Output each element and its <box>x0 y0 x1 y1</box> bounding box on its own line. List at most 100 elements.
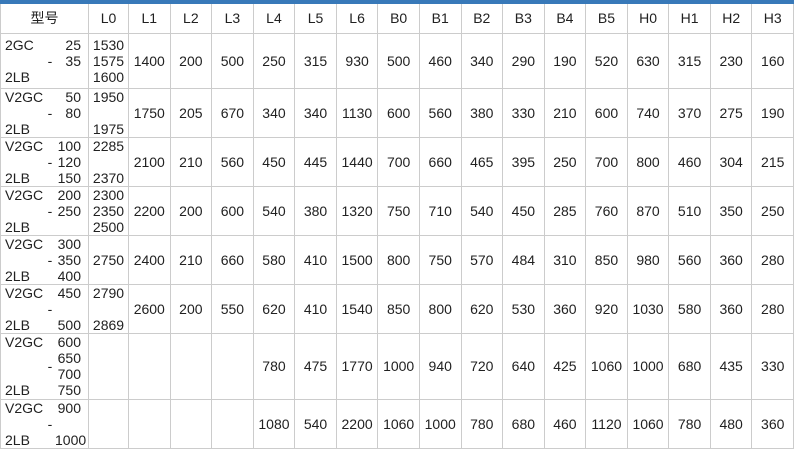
value-cell: 2200 <box>335 398 379 449</box>
value-cell: 750 <box>418 234 462 285</box>
value-cell: 210 <box>169 234 213 285</box>
value-cell: 640 <box>502 332 545 400</box>
model-line: 2LB 500 <box>2 317 88 333</box>
model-line: 2LB 400 <box>2 267 88 284</box>
model-lines: V2GC 300-350 2LB 400 <box>2 236 88 284</box>
model-number: 450 <box>57 284 81 301</box>
l0-value: 1975 <box>92 120 125 137</box>
l0-cell: 2790 2869 <box>88 283 129 334</box>
value-cell: 310 <box>543 234 587 285</box>
col-header-B2: B2 <box>460 4 504 34</box>
l0-value <box>90 416 128 432</box>
range-dash: - <box>47 202 53 219</box>
l0-lines <box>90 334 128 398</box>
range-dash: - <box>47 415 53 432</box>
table-body: 2GC 25-35 2LB 1530 1575 1600 1400 200 500 250 315 9… <box>0 32 794 449</box>
model-name: 2LB <box>5 267 30 284</box>
model-line: V2GC 200 <box>2 186 88 203</box>
model-line: 2GC 25 <box>2 37 88 53</box>
model-name: 2LB <box>5 382 30 398</box>
table-header: 型号 L0 L1 L2 L3 L4 L5 L6 B0 B1 B2 B3 B4 B5 H0 H1 H2 H3 <box>0 4 794 34</box>
value-cell: 190 <box>543 32 587 89</box>
l0-lines: 2790 2869 <box>90 285 128 333</box>
value-cell: 660 <box>211 234 254 285</box>
value-cell: 340 <box>252 87 296 138</box>
model-line: V2GC 900 <box>2 399 88 416</box>
model-number: 120 <box>57 153 81 170</box>
col-header-H1: H1 <box>668 4 711 34</box>
table-row: V2GC 100-120 2LB 150 2285 2370 2100 210 560 450 44… <box>0 136 794 187</box>
model-cell: V2GC 600 650-700 2LB 750 <box>0 332 89 400</box>
value-cell: 780 <box>460 398 504 449</box>
range-dash: - <box>47 104 53 121</box>
l0-value: 2750 <box>92 251 125 268</box>
model-line: -250 <box>2 202 88 219</box>
model-line: - <box>2 415 88 432</box>
col-header-L4: L4 <box>252 4 296 34</box>
l0-value: 1530 <box>92 36 125 53</box>
range-dash: - <box>47 300 53 317</box>
model-line: 2LB <box>2 218 88 235</box>
value-cell: 670 <box>211 87 254 138</box>
value-cell: 680 <box>668 332 711 400</box>
value-cell: 315 <box>668 32 711 89</box>
value-cell: 200 <box>169 283 213 334</box>
value-cell: 285 <box>543 185 587 236</box>
value-cell: 340 <box>460 32 504 89</box>
value-cell: 250 <box>751 185 794 236</box>
model-cell: V2GC 300-350 2LB 400 <box>0 234 89 285</box>
model-number: 350 <box>57 251 81 268</box>
model-number: 200 <box>57 186 81 203</box>
value-cell: 210 <box>543 87 587 138</box>
value-cell: 940 <box>418 332 462 400</box>
value-cell: 475 <box>294 332 337 400</box>
value-cell <box>128 332 171 400</box>
model-lines: V2GC 450-2LB 500 <box>2 284 88 333</box>
l0-value: 2869 <box>92 316 125 333</box>
value-cell: 250 <box>252 32 296 89</box>
model-lines: V2GC 600 650-700 2LB 750 <box>2 334 88 398</box>
value-cell <box>169 398 213 449</box>
col-header-B4: B4 <box>543 4 587 34</box>
model-number: 900 <box>57 399 81 416</box>
l0-lines: 1530 1575 1600 <box>90 36 128 85</box>
model-lines: V2GC 900-2LB 1000 <box>2 399 88 447</box>
value-cell: 395 <box>502 136 545 187</box>
l0-value <box>90 268 128 284</box>
value-cell: 760 <box>585 185 628 236</box>
l0-lines <box>90 400 128 447</box>
model-line: -700 <box>2 358 88 382</box>
col-header-L5: L5 <box>294 4 337 34</box>
value-cell: 1060 <box>626 398 670 449</box>
model-line: - <box>2 300 88 317</box>
value-cell: 560 <box>418 87 462 138</box>
value-cell: 750 <box>377 185 420 236</box>
value-cell: 205 <box>169 87 213 138</box>
l0-value: 2285 <box>92 137 125 154</box>
value-cell: 465 <box>460 136 504 187</box>
value-cell: 550 <box>211 283 254 334</box>
model-number: 750 <box>57 382 81 398</box>
col-header-H3: H3 <box>751 4 794 34</box>
value-cell: 380 <box>460 87 504 138</box>
model-number: 35 <box>65 52 81 69</box>
value-cell: 360 <box>543 283 587 334</box>
value-cell: 620 <box>460 283 504 334</box>
value-cell: 280 <box>751 283 794 334</box>
l0-lines: 2300 2350 2500 <box>90 187 128 234</box>
model-name: 2LB <box>5 120 30 137</box>
value-cell: 1060 <box>377 398 420 449</box>
value-cell: 600 <box>211 185 254 236</box>
model-lines: 2GC 25-35 2LB <box>2 37 88 85</box>
value-cell: 410 <box>294 283 337 334</box>
value-cell: 370 <box>668 87 711 138</box>
col-header-L2: L2 <box>169 4 213 34</box>
value-cell: 600 <box>377 87 420 138</box>
value-cell: 920 <box>585 283 628 334</box>
value-cell: 1080 <box>252 398 296 449</box>
col-header-L6: L6 <box>335 4 379 34</box>
l0-lines: 2750 <box>90 236 128 284</box>
model-name: V2GC <box>5 137 44 154</box>
model-name: 2LB <box>5 218 30 235</box>
value-cell: 1440 <box>335 136 379 187</box>
